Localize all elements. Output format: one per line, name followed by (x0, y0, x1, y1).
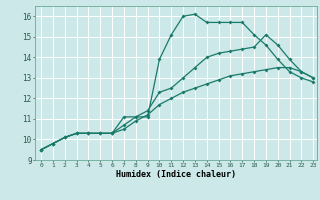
X-axis label: Humidex (Indice chaleur): Humidex (Indice chaleur) (116, 170, 236, 179)
